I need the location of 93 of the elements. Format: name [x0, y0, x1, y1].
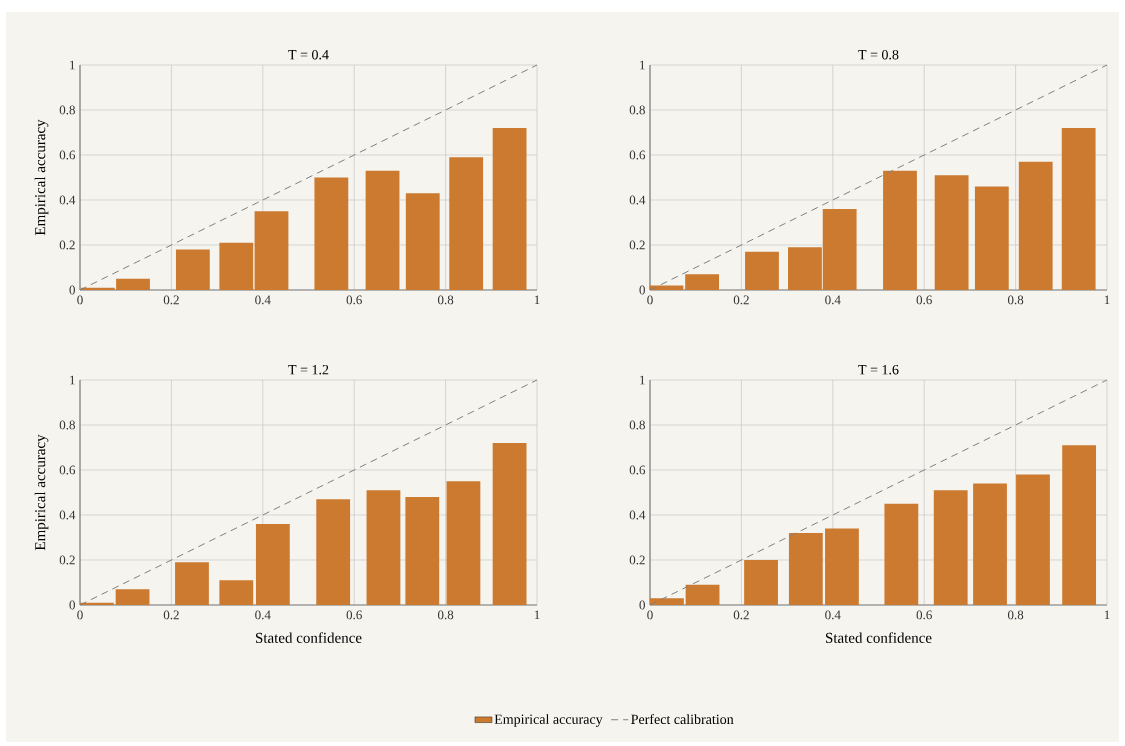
chart-title: T = 1.6	[858, 365, 899, 375]
y-tick-label: 1	[640, 60, 645, 70]
y-tick-label: 0.8	[59, 420, 75, 430]
x-tick-label: 0.4	[825, 295, 841, 305]
bar	[1061, 128, 1096, 290]
x-tick-label: 0.8	[1007, 295, 1024, 305]
bar	[649, 285, 684, 290]
bar	[744, 560, 778, 605]
bar	[1062, 445, 1097, 605]
bar	[219, 242, 254, 290]
y-tick-label: 0	[69, 285, 75, 295]
x-tick-label: 0.4	[255, 295, 271, 305]
bar	[405, 497, 440, 605]
y-tick-label: 0.4	[629, 510, 646, 520]
bar	[366, 490, 401, 605]
x-tick-label: 0	[647, 295, 653, 305]
bar	[492, 443, 527, 605]
x-axis-title: Stated confidence	[825, 632, 932, 643]
y-tick-label: 1	[70, 60, 75, 70]
x-tick-label: 0.4	[255, 610, 271, 620]
y-tick-label: 0.6	[59, 465, 76, 475]
bar	[1016, 474, 1050, 605]
y-tick-label: 1	[640, 375, 645, 385]
bar	[219, 580, 254, 605]
x-tick-label: 0.2	[733, 610, 749, 620]
bar	[255, 524, 290, 605]
y-tick-label: 0.8	[629, 420, 645, 430]
y-tick-label: 0.2	[59, 555, 75, 565]
bar	[933, 490, 968, 605]
bar	[492, 128, 527, 290]
y-tick-label: 0.4	[629, 195, 646, 205]
bar	[405, 193, 440, 290]
bar	[254, 211, 289, 290]
y-tick-label: 0.6	[629, 465, 646, 475]
y-tick-label: 0	[639, 285, 645, 295]
x-tick-label: 0.2	[163, 295, 179, 305]
x-tick-label: 0.6	[346, 610, 362, 620]
bar	[650, 598, 684, 605]
y-tick-label: 1	[70, 375, 75, 385]
y-tick-label: 0.4	[59, 195, 76, 205]
legend-label: Empirical accuracy	[494, 714, 603, 727]
x-axis-title: Stated confidence	[255, 632, 362, 643]
bar	[449, 157, 484, 290]
y-axis-title: Empirical accuracy	[34, 434, 49, 551]
bar	[883, 170, 917, 290]
x-tick-label: 0	[77, 610, 83, 620]
y-tick-label: 0	[639, 600, 645, 610]
bar	[446, 481, 481, 605]
x-tick-label: 0.4	[825, 610, 841, 620]
x-tick-label: 0.8	[437, 610, 454, 620]
bar	[316, 499, 351, 605]
x-tick-label: 0.8	[1007, 610, 1024, 620]
bar	[314, 177, 349, 290]
x-tick-label: 0	[77, 295, 83, 305]
y-tick-label: 0	[69, 600, 75, 610]
legend-label: Perfect calibration	[631, 714, 734, 725]
x-tick-label: 0.2	[163, 610, 179, 620]
x-tick-label: 1	[534, 610, 540, 620]
bar	[365, 170, 400, 290]
bar	[825, 528, 859, 605]
x-tick-label: 0.2	[733, 295, 749, 305]
bar	[175, 249, 210, 290]
x-tick-label: 0.6	[916, 610, 932, 620]
bar	[884, 503, 919, 605]
bar	[974, 186, 1009, 290]
bar	[175, 562, 209, 605]
x-tick-label: 0.8	[437, 295, 454, 305]
chart-title: T = 0.8	[858, 49, 899, 60]
x-tick-label: 1	[1104, 610, 1110, 620]
bar	[685, 584, 720, 605]
x-tick-label: 0	[647, 610, 653, 620]
x-tick-label: 0.6	[916, 295, 932, 305]
y-tick-label: 0.2	[629, 240, 645, 250]
chart-title: T = 0.4	[288, 49, 329, 60]
bar	[115, 589, 150, 605]
x-tick-label: 1	[1104, 295, 1110, 305]
y-tick-label: 0.2	[629, 555, 645, 565]
bar	[745, 251, 779, 290]
y-tick-label: 0.8	[59, 105, 75, 115]
chart-title: T = 1.2	[288, 365, 329, 375]
x-tick-label: 0.6	[346, 295, 362, 305]
y-tick-label: 0.6	[59, 150, 76, 160]
y-tick-label: 0.2	[59, 240, 75, 250]
bar	[1018, 161, 1053, 290]
y-axis-title: Empirical accuracy	[34, 119, 49, 236]
bar	[973, 483, 1007, 605]
bar	[788, 533, 823, 605]
y-tick-label: 0.6	[629, 150, 646, 160]
bar	[685, 274, 720, 290]
y-tick-label: 0.4	[59, 510, 76, 520]
y-tick-label: 0.8	[629, 105, 645, 115]
x-tick-label: 1	[534, 295, 540, 305]
bar	[934, 175, 969, 290]
